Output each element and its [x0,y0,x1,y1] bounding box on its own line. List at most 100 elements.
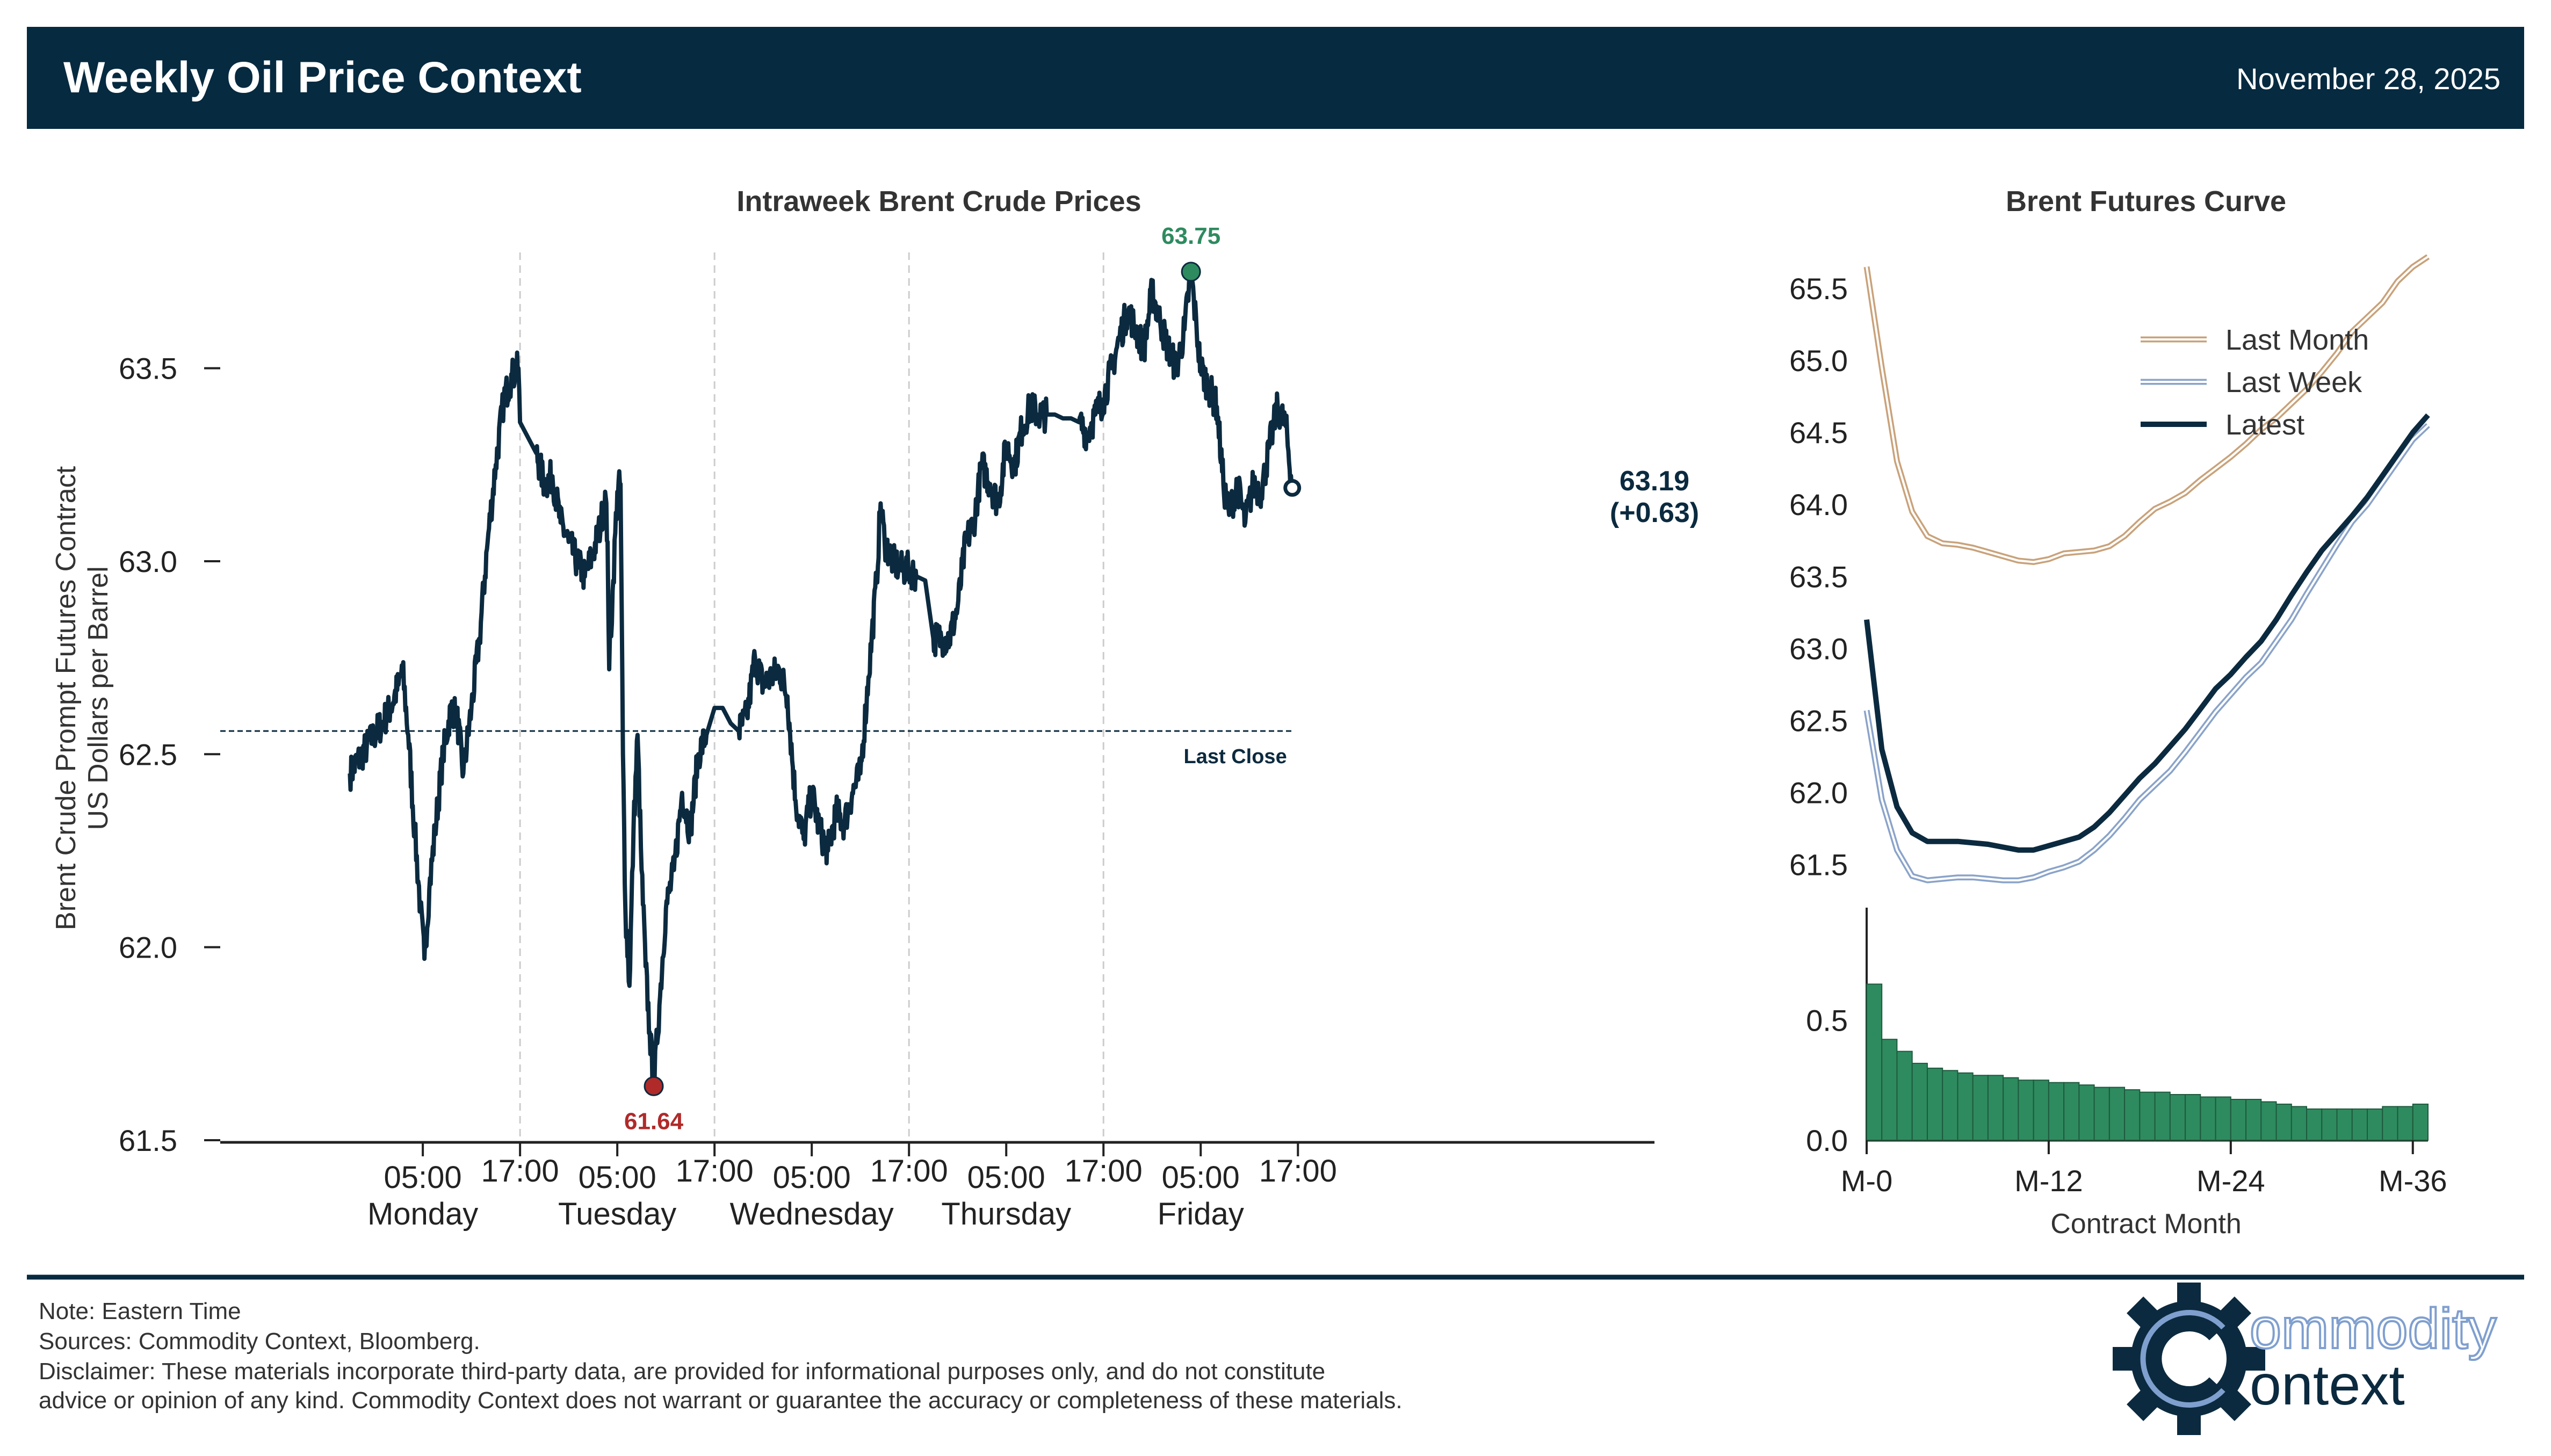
x-tick-day-label: Thursday [941,1197,1071,1232]
x-tick-time-label: 17:00 [870,1154,948,1189]
curve-series-lines [1863,254,2430,883]
spread-bar [1957,1072,1974,1141]
curve-x-tick-label: M-12 [2014,1164,2083,1198]
curve-y-tick-label: 62.5 [1789,704,1848,737]
y-tick-label: 63.0 [119,545,177,578]
curve-x-tick-label: M-36 [2379,1164,2447,1198]
x-tick-time-label: 17:00 [1259,1154,1337,1189]
spread-bar [2275,1103,2292,1141]
x-tick-time-label: 05:00 [1162,1160,1240,1195]
spread-bar [2290,1106,2307,1141]
spread-bar-chart: 0.0 0.5 M-0 M-12 M-24 M-36 Contract Month [1806,908,2447,1240]
spread-bar [2154,1091,2171,1141]
curve-x-tick-label: M-0 [1841,1164,1892,1198]
spread-bar [2412,1103,2429,1141]
footer-disclaimer-line1: Disclaimer: These materials incorporate … [39,1358,1325,1385]
x-tick-time-label: 17:00 [676,1154,754,1189]
spread-bar [2169,1094,2186,1141]
last-close-line: Last Close [220,730,1292,768]
y-tick-label: 62.5 [119,737,177,771]
spread-bar [2367,1108,2383,1141]
spread-bar [2397,1106,2413,1141]
spread-bar [1866,983,1883,1141]
curve-y-tick-label: 63.5 [1789,560,1848,593]
spread-bar [2033,1080,2049,1141]
spread-bar [2260,1101,2277,1141]
curve-y-tick-label: 65.0 [1789,344,1848,378]
commodity-context-logo: ommodity ontext [2113,1283,2497,1435]
spread-bar [2215,1096,2231,1141]
brent-price-series-line [348,267,1295,1094]
x-tick-day-label: Friday [1158,1197,1244,1232]
curve-title: Brent Futures Curve [2006,185,2286,218]
curve-x-tick-label: M-24 [2196,1164,2265,1198]
spread-bar [2139,1091,2156,1141]
spread-bar [2336,1108,2353,1141]
y-tick-label: 61.5 [119,1124,177,1157]
legend-label-latest: Latest [2225,409,2304,441]
high-label: 63.75 [1161,223,1220,249]
x-tick-day-label: Wednesday [730,1197,894,1232]
low-label: 61.64 [624,1108,684,1134]
spread-bar [2351,1108,2368,1141]
spread-y-tick-label: 0.5 [1806,1003,1848,1037]
spread-bar [2306,1108,2323,1141]
spread-bar [2230,1099,2246,1141]
spread-bar [2200,1096,2216,1141]
spread-bar [1942,1070,1959,1141]
x-tick-day-label: Tuesday [558,1197,676,1232]
last-price-label: 63.19 [1620,466,1689,497]
futures-curve-chart: Brent Futures Curve 61.5 62.0 62.5 63.0 63.5… [1789,185,2430,883]
spread-bar [2124,1089,2141,1141]
spread-bar [2018,1080,2034,1141]
intraweek-annotations: 63.75 61.64 63.19(+0.63) [624,223,1699,1134]
spread-bar [2003,1077,2019,1141]
x-tick-time-label: 17:00 [481,1154,559,1189]
x-tick-day-label: Monday [367,1197,478,1232]
spread-x-ticks: M-0 M-12 M-24 M-36 [1841,1140,2447,1198]
curve-y-tick-label: 62.0 [1789,776,1848,809]
last-price-change-label: (+0.63) [1610,497,1699,528]
intraweek-gridlines [519,252,1104,1140]
spread-y-tick-label: 0.0 [1806,1124,1848,1157]
x-tick-time-label: 05:00 [579,1160,656,1195]
curve-legend: Last Month Last Week Latest [2141,324,2369,441]
curve-line-last-week-outer [1863,423,2430,883]
spread-bar [2185,1094,2201,1141]
footer-note: Note: Eastern Time [39,1298,241,1324]
y-axis-label-line2: US Dollars per Barrel [83,566,114,830]
spread-bar [1987,1075,2004,1141]
spread-bar [2048,1082,2065,1141]
intraweek-chart: Intraweek Brent Crude Prices 61.5 62.0 62.… [50,185,1699,1232]
spread-bar [1927,1067,1943,1141]
curve-y-tick-label: 61.5 [1789,848,1848,882]
low-marker [644,1076,664,1096]
curve-y-tick-label: 65.5 [1789,272,1848,306]
y-tick-label: 62.0 [119,931,177,965]
curve-line-last-week-inner [1866,424,2429,882]
spread-bar [1881,1039,1898,1141]
spread-bar [2382,1106,2398,1141]
x-tick-time-label: 05:00 [384,1160,462,1195]
spread-bar [2245,1099,2262,1141]
spread-bar [1972,1075,1989,1141]
y-tick-label: 63.5 [119,352,177,386]
y-axis-label-line1: Brent Crude Prompt Futures Contract [50,466,82,930]
curve-y-tick-label: 64.5 [1789,416,1848,450]
header-date: November 28, 2025 [2236,62,2501,96]
legend-label-last-month: Last Month [2225,324,2369,356]
x-tick-time-label: 05:00 [967,1160,1045,1195]
curve-line-last-month-inner [1866,256,2429,563]
footer-disclaimer-line2: advice or opinion of any kind. Commodity… [39,1387,1403,1414]
spread-bars [1866,983,2429,1141]
last-close-label: Last Close [1184,745,1287,768]
curve-x-axis-label: Contract Month [2050,1208,2242,1240]
logo-line1: ommodity [2250,1297,2496,1360]
spread-bar [1911,1062,1928,1141]
intraweek-title: Intraweek Brent Crude Prices [736,185,1141,218]
curve-line-latest [1864,413,2430,853]
header-title: Weekly Oil Price Context [63,53,582,102]
spread-bar [2063,1082,2080,1141]
